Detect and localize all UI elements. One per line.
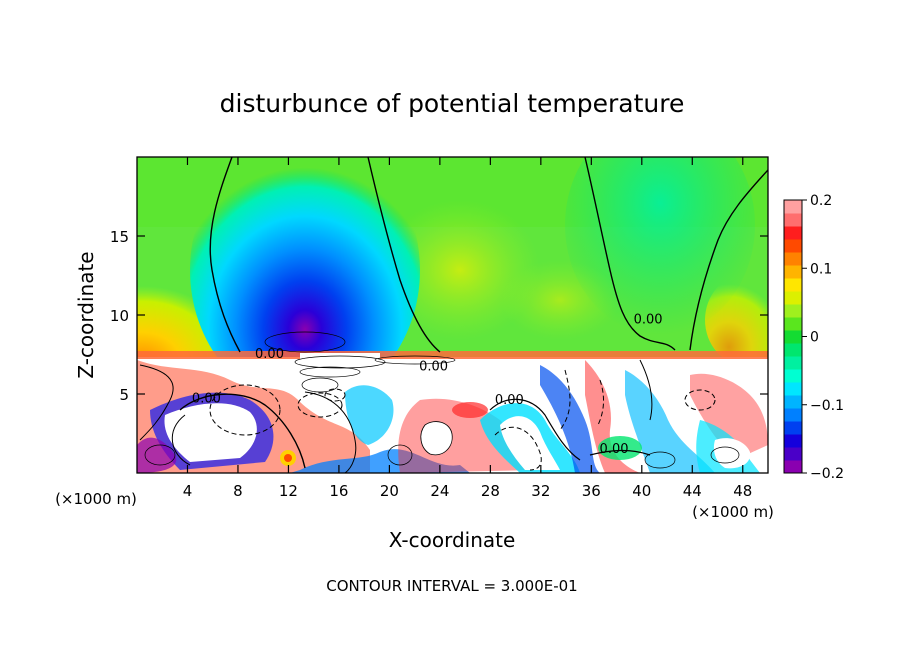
colorbar-swatch xyxy=(784,252,802,266)
colorbar-swatch xyxy=(784,408,802,422)
colorbar-swatch xyxy=(784,369,802,383)
colorbar-tick-label: −0.2 xyxy=(810,466,844,482)
colorbar-tick-label: −0.1 xyxy=(810,398,844,414)
chart-title: disturbunce of potential temperature xyxy=(220,89,685,118)
plot-area: 0.00 0.00 0.00 0.00 0.00 0.00 xyxy=(137,157,768,473)
x-axis-label: X-coordinate xyxy=(389,528,516,552)
colorbar-swatch xyxy=(784,460,802,474)
y-tick-label: 10 xyxy=(110,307,129,325)
colorbar-swatch xyxy=(784,447,802,461)
x-tick-label: 8 xyxy=(233,482,243,500)
contour-label: 0.00 xyxy=(419,360,448,375)
interface-band xyxy=(137,351,768,359)
cold-core-upper xyxy=(190,157,420,405)
x-tick-label: 28 xyxy=(481,482,500,500)
lower-layer-patches xyxy=(137,360,768,473)
colorbar-swatch xyxy=(784,356,802,370)
colorbar-swatch xyxy=(784,304,802,318)
negative-contours xyxy=(209,369,716,471)
x-tick-label: 36 xyxy=(582,482,601,500)
contour-label: 0.00 xyxy=(192,391,221,406)
colorbar-swatch xyxy=(784,200,802,214)
cool-region-right xyxy=(565,157,755,335)
colorbar-swatch xyxy=(784,226,802,240)
fine-contours xyxy=(144,331,740,469)
y-axis-label: Z-coordinate xyxy=(74,251,98,378)
x-tick-label: 24 xyxy=(430,482,449,500)
zero-contour-middle xyxy=(367,157,441,353)
x-tick-label: 16 xyxy=(329,482,348,500)
colorbar-swatch xyxy=(784,382,802,396)
x-unit-right: (×1000 m) xyxy=(692,503,774,521)
colorbar-swatch xyxy=(784,343,802,357)
x-tick-label: 12 xyxy=(279,482,298,500)
colorbar-tick-label: 0.2 xyxy=(810,193,832,209)
colorbar-swatch xyxy=(784,330,802,344)
colorbar-swatch xyxy=(784,213,802,227)
colorbar-swatch xyxy=(784,239,802,253)
contour-label: 0.00 xyxy=(255,347,284,362)
colorbar-tick-label: 0 xyxy=(810,330,819,346)
colorbar-swatch xyxy=(784,265,802,279)
colorbar-tick-label: 0.1 xyxy=(810,261,832,277)
contour-label: 0.00 xyxy=(495,393,524,408)
zero-contour-left xyxy=(209,157,241,353)
x-tick-label: 48 xyxy=(733,482,752,500)
colorbar-swatch xyxy=(784,278,802,292)
x-tick-label: 20 xyxy=(380,482,399,500)
colorbar-swatch xyxy=(784,434,802,448)
y-tick-label: 5 xyxy=(119,386,129,404)
x-tick-label: 40 xyxy=(632,482,651,500)
contour-label: 0.00 xyxy=(600,442,629,457)
zero-contour-right xyxy=(584,157,676,351)
colorbar-swatch xyxy=(784,291,802,305)
x-tick-label: 4 xyxy=(183,482,193,500)
x-tick-label: 44 xyxy=(683,482,702,500)
contour-interval-note: CONTOUR INTERVAL = 3.000E-01 xyxy=(326,577,577,595)
zero-contour-far-right xyxy=(689,169,768,351)
colorbar-swatch xyxy=(784,421,802,435)
contour-labels: 0.00 0.00 0.00 0.00 0.00 0.00 xyxy=(192,312,663,457)
x-tick-label: 32 xyxy=(531,482,550,500)
contour-lines xyxy=(139,157,768,473)
contour-label: 0.00 xyxy=(634,312,663,327)
x-unit-left: (×1000 m) xyxy=(55,490,137,508)
y-tick-label: 15 xyxy=(110,228,129,246)
colorbar: 0.2 0.1 0 −0.1 −0.2 xyxy=(783,193,844,482)
x-axis: 4 8 12 16 20 24 28 32 36 40 44 48 xyxy=(183,157,752,500)
colorbar-swatch xyxy=(784,317,802,331)
y-axis: 5 10 15 xyxy=(110,228,768,404)
colorbar-swatch xyxy=(784,395,802,409)
